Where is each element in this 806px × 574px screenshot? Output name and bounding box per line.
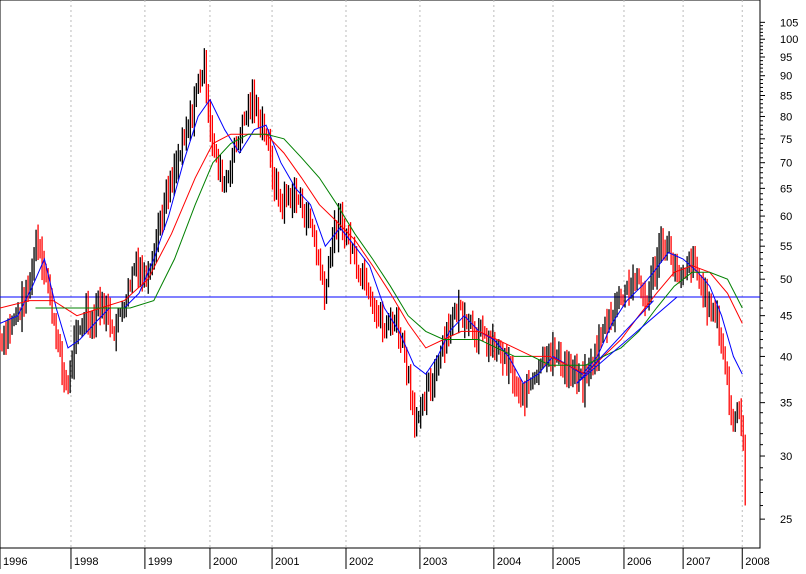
y-tick-label: 100 bbox=[780, 34, 798, 46]
y-tick-label: 60 bbox=[780, 211, 792, 223]
y-tick-label: 80 bbox=[780, 111, 792, 123]
moving-average-line bbox=[0, 133, 743, 375]
x-tick-label: 2007 bbox=[686, 556, 710, 568]
y-tick-label: 75 bbox=[780, 134, 792, 146]
x-tick-label: 1996 bbox=[3, 556, 27, 568]
trendline bbox=[576, 296, 678, 384]
y-tick-label: 40 bbox=[780, 351, 792, 363]
x-tick-label: 2000 bbox=[213, 556, 237, 568]
overlay-lines bbox=[0, 98, 743, 385]
moving-average-line bbox=[35, 133, 743, 366]
y-tick-label: 90 bbox=[780, 71, 792, 83]
y-tick-label: 55 bbox=[780, 241, 792, 253]
plot-frame bbox=[0, 0, 761, 549]
x-axis: 1996 1998 1999 2000 2001 2002 2003 2004 2005 2006… bbox=[0, 547, 770, 569]
x-tick-label: 2006 bbox=[627, 556, 651, 568]
grid bbox=[70, 0, 743, 548]
x-tick-label: 2002 bbox=[349, 556, 373, 568]
y-tick-label: 105 bbox=[780, 17, 798, 29]
y-tick-label: 30 bbox=[780, 451, 792, 463]
y-tick-label: 50 bbox=[780, 274, 792, 286]
x-tick-label: 1999 bbox=[148, 556, 172, 568]
y-tick-label: 35 bbox=[780, 398, 792, 410]
x-tick-label: 2003 bbox=[423, 556, 447, 568]
x-tick-label: 2008 bbox=[745, 556, 769, 568]
y-tick-label: 70 bbox=[780, 158, 792, 170]
trendline bbox=[576, 300, 654, 384]
y-tick-label: 65 bbox=[780, 183, 792, 195]
y-tick-label: 45 bbox=[780, 311, 792, 323]
x-tick-label: 1998 bbox=[74, 556, 98, 568]
y-axis: 25 30 35 40 45 50 55 60 65 70 75 80 85 90 95 100 105 bbox=[760, 17, 798, 526]
y-tick-label: 95 bbox=[780, 52, 792, 64]
x-tick-label: 2004 bbox=[497, 556, 521, 568]
x-tick-label: 2001 bbox=[275, 556, 299, 568]
y-tick-label: 85 bbox=[780, 90, 792, 102]
y-tick-label: 25 bbox=[780, 514, 792, 526]
x-tick-label: 2005 bbox=[556, 556, 580, 568]
